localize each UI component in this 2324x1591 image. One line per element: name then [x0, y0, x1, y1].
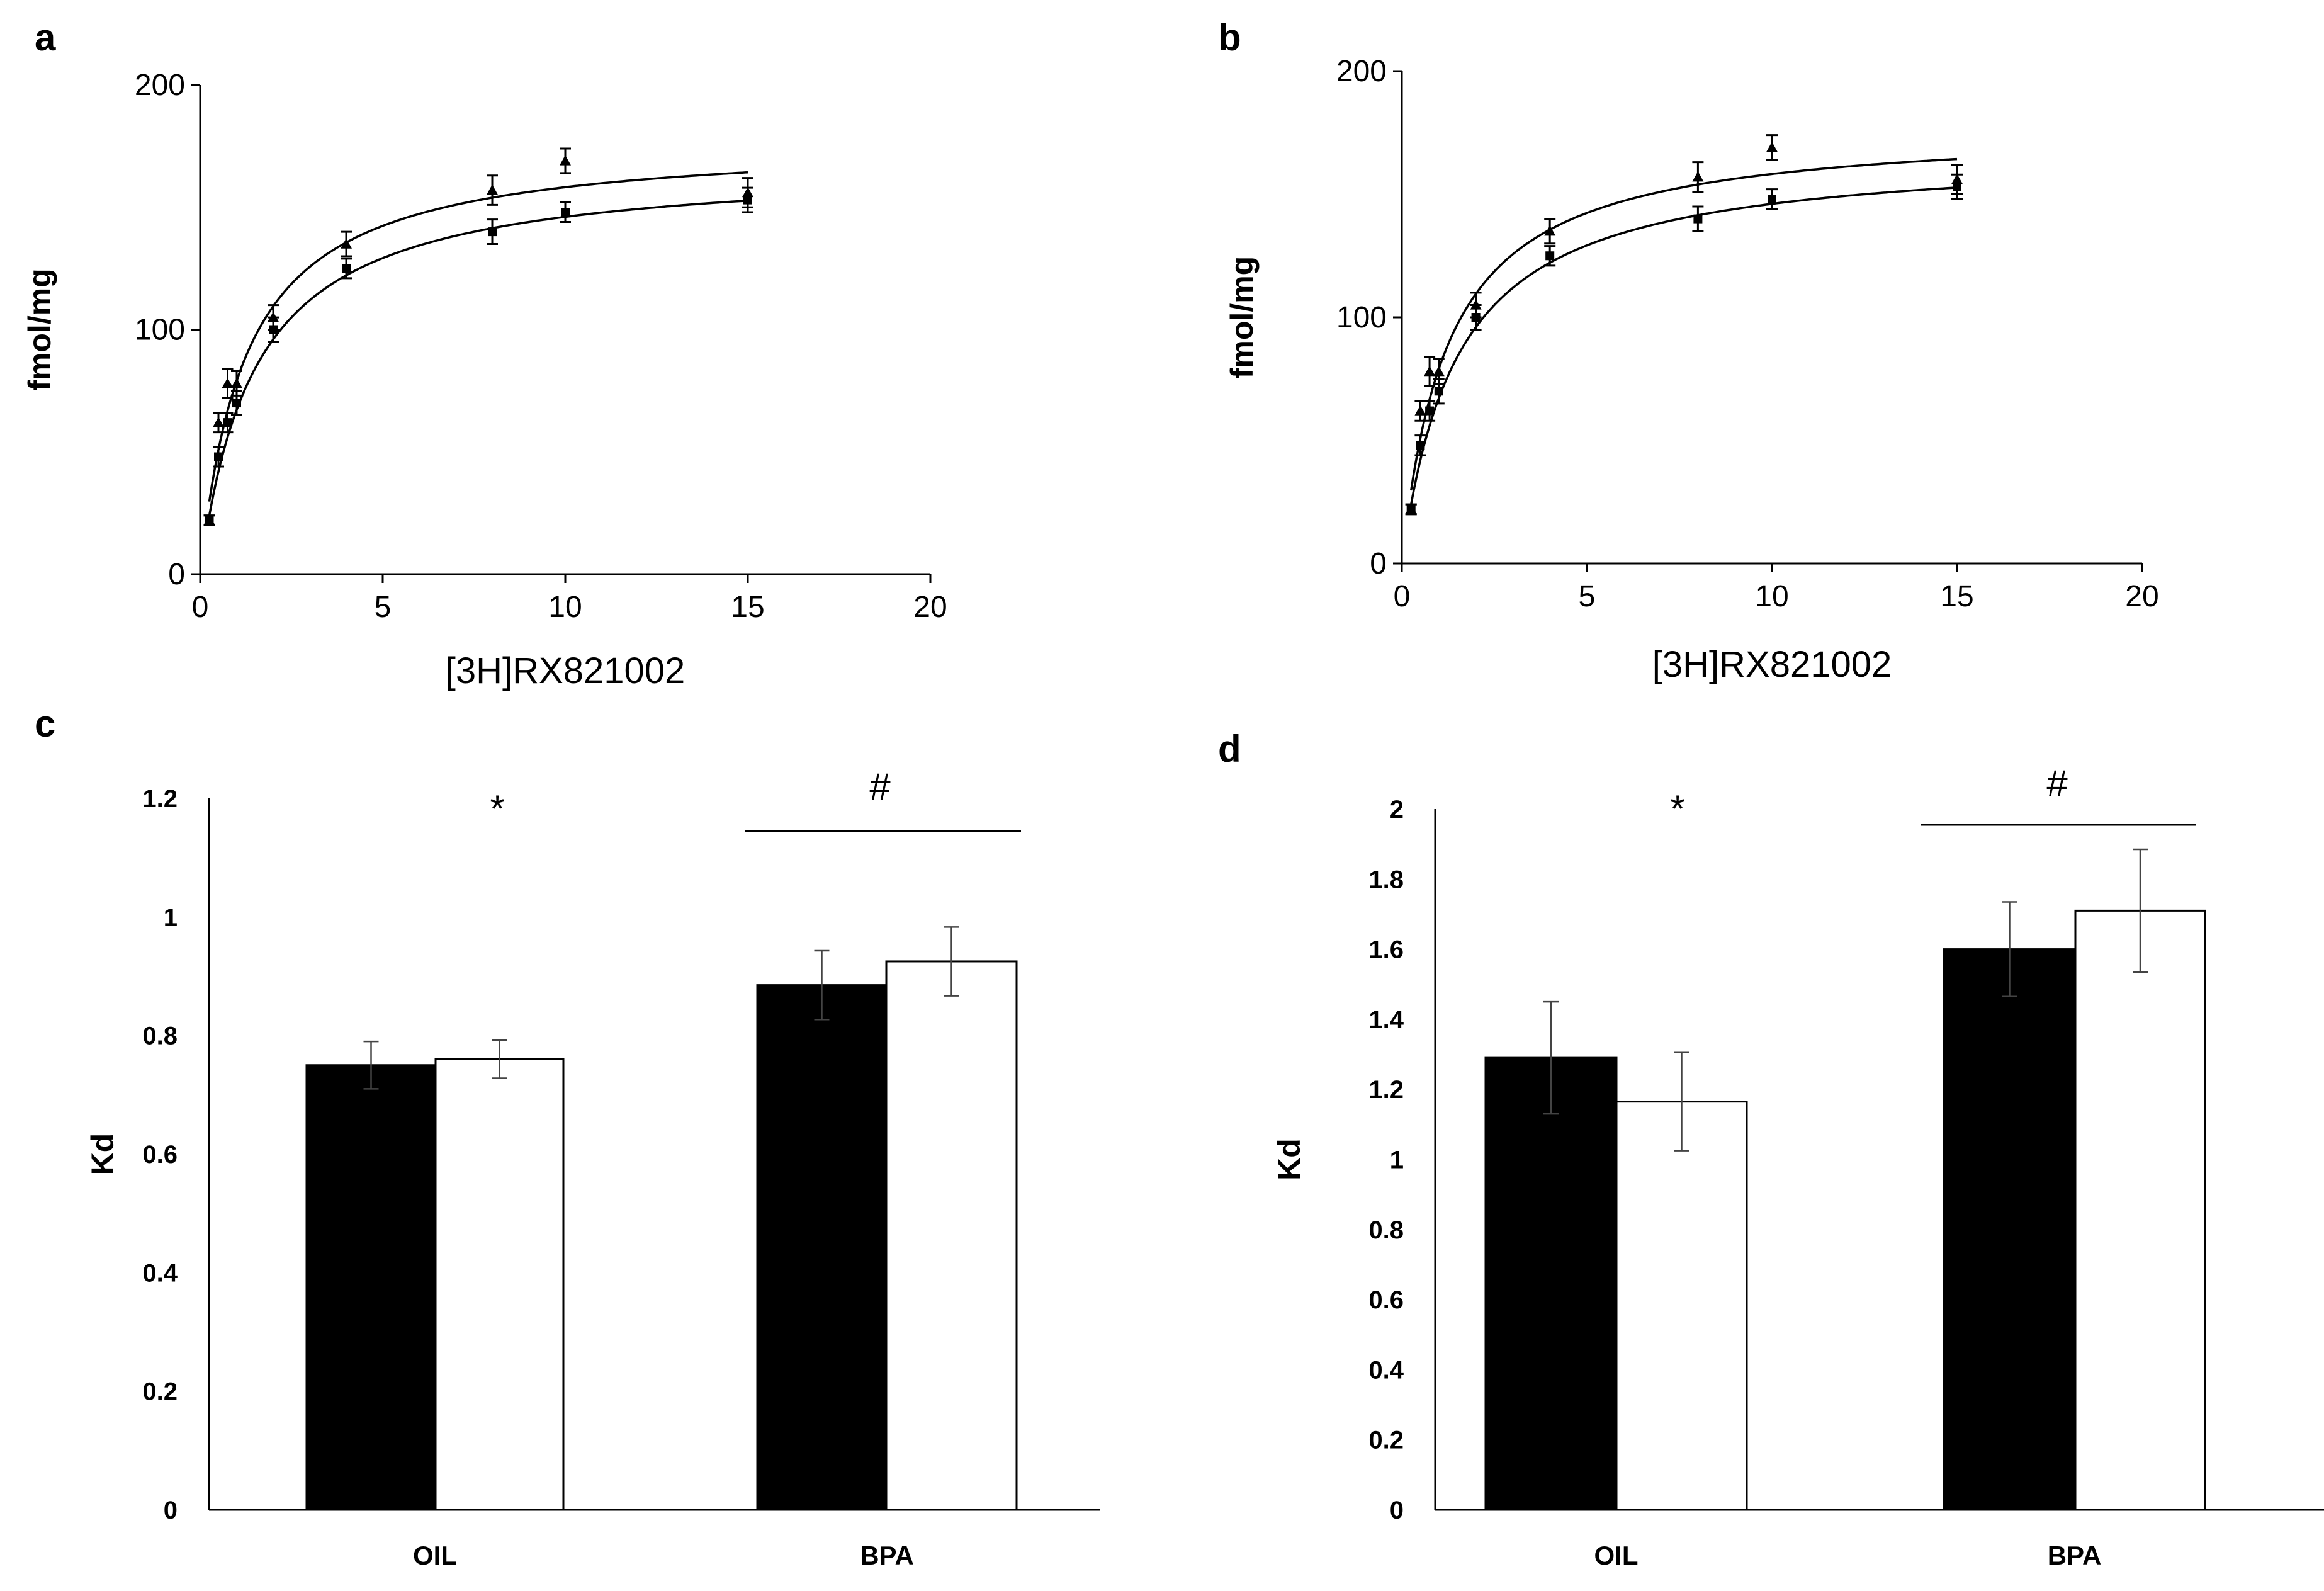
fit-curve-square: [208, 199, 748, 516]
data-point-square: [1953, 182, 1961, 191]
x-tick-label: 15: [731, 591, 764, 624]
x-tick-label: 10: [548, 591, 582, 624]
bar-bpa-white: [885, 960, 1018, 1511]
y-tick-label: 1.4: [1368, 1006, 1404, 1034]
y-axis-label: Kd: [85, 1133, 120, 1175]
y-tick-label: 1.2: [142, 785, 178, 813]
x-tick-label: 5: [1579, 580, 1596, 613]
category-label-bpa: BPA: [2048, 1541, 2102, 1570]
y-tick-label: 1: [164, 903, 178, 931]
y-tick-label: 0: [1370, 547, 1387, 580]
data-point-square: [223, 418, 232, 427]
panel-letter: c: [35, 703, 55, 745]
y-tick-label: 1: [1390, 1147, 1404, 1174]
bar-oil-white: [1615, 1101, 1748, 1511]
data-point-square: [561, 208, 570, 217]
y-tick-label: 0.6: [1368, 1286, 1404, 1314]
x-tick-label: 20: [913, 591, 947, 624]
panel-letter: b: [1218, 16, 1241, 59]
y-axis-label: Kd: [1272, 1138, 1307, 1181]
y-tick-label: 0.4: [1368, 1356, 1404, 1384]
x-tick-label: 10: [1755, 580, 1788, 613]
data-point-square: [1434, 387, 1443, 396]
significance-hash: #: [869, 766, 891, 808]
bar-bpa-white: [2074, 909, 2206, 1511]
data-point-triangle: [222, 377, 234, 388]
category-label-oil: OIL: [413, 1541, 457, 1570]
y-tick-label: 0.2: [142, 1378, 178, 1406]
y-tick-label: 200: [135, 69, 185, 102]
data-point-square: [205, 516, 214, 525]
y-tick-label: 0: [1390, 1497, 1404, 1524]
data-point-square: [269, 325, 278, 334]
category-label-oil: OIL: [1594, 1541, 1639, 1570]
data-point-square: [232, 399, 241, 408]
bar-oil-black: [1484, 1056, 1618, 1511]
y-tick-label: 1.6: [1368, 936, 1404, 964]
y-tick-label: 1.8: [1368, 866, 1404, 893]
fit-curve-triangle: [1409, 157, 1958, 491]
bar-bpa-black: [1943, 948, 2077, 1511]
data-point-square: [1406, 504, 1416, 514]
bar-bpa-black: [756, 984, 888, 1511]
bar-oil-white: [434, 1058, 565, 1511]
y-tick-label: 0.8: [142, 1022, 178, 1050]
panel-letter: a: [35, 16, 56, 59]
data-point-square: [1545, 251, 1555, 261]
fit-curve-triangle: [208, 171, 748, 502]
y-tick-label: 0.4: [142, 1259, 178, 1287]
data-point-square: [1693, 214, 1703, 224]
x-tick-label: 0: [192, 591, 209, 624]
panel-c: c 0 0.2 0.4 0.6 0.8 1 1.2 Kd OIL BPA * #: [35, 703, 1100, 1570]
data-point-triangle: [560, 155, 571, 166]
data-point-triangle: [1692, 171, 1704, 182]
x-axis-label: [3H]RX821002: [1652, 644, 1892, 685]
data-point-square: [1768, 195, 1776, 204]
x-axis-label: [3H]RX821002: [446, 650, 685, 691]
data-point-triangle: [1766, 142, 1778, 152]
data-point-triangle: [487, 184, 498, 195]
category-label-bpa: BPA: [860, 1541, 914, 1570]
data-point-triangle: [1433, 366, 1445, 377]
fit-curve-square: [1409, 186, 1958, 505]
significance-star: *: [1670, 788, 1684, 830]
y-tick-label: 0.8: [1368, 1216, 1404, 1244]
y-tick-label: 0: [168, 558, 185, 591]
data-point-triangle: [1544, 225, 1556, 236]
panel-letter: d: [1218, 728, 1241, 770]
significance-star: *: [490, 788, 504, 830]
y-tick-label: 2: [1390, 796, 1404, 824]
data-point-square: [1416, 441, 1425, 450]
y-tick-label: 0.2: [1368, 1427, 1404, 1454]
data-point-triangle: [341, 238, 352, 249]
x-tick-label: 20: [2125, 580, 2158, 613]
y-tick-label: 0.6: [142, 1141, 178, 1169]
x-tick-label: 15: [1940, 580, 1973, 613]
x-tick-label: 5: [375, 591, 392, 624]
data-point-square: [488, 227, 497, 237]
y-axis-label: fmol/mg: [1224, 256, 1260, 378]
x-tick-label: 0: [1394, 580, 1411, 613]
y-tick-label: 1.2: [1368, 1076, 1404, 1104]
data-point-square: [342, 264, 351, 273]
data-point-triangle: [1414, 405, 1426, 416]
data-point-square: [1425, 406, 1435, 416]
data-point-square: [1471, 313, 1481, 322]
y-axis-label: fmol/mg: [22, 268, 57, 390]
data-point-triangle: [231, 377, 242, 388]
y-tick-label: 100: [1336, 301, 1387, 334]
data-point-triangle: [1424, 366, 1436, 377]
panel-d: d 0 0.2 0.4 0.6 0.8 1 1.2 1.4 1.6 1.8 2 Kd OIL BPA * #: [1218, 728, 2324, 1570]
y-tick-label: 100: [135, 314, 185, 347]
y-tick-label: 0: [164, 1497, 178, 1524]
data-point-triangle: [213, 417, 224, 427]
data-point-square: [214, 452, 223, 461]
significance-hash: #: [2046, 762, 2068, 805]
bar-oil-black: [305, 1064, 437, 1511]
data-point-square: [743, 195, 752, 205]
y-tick-label: 200: [1336, 55, 1387, 88]
